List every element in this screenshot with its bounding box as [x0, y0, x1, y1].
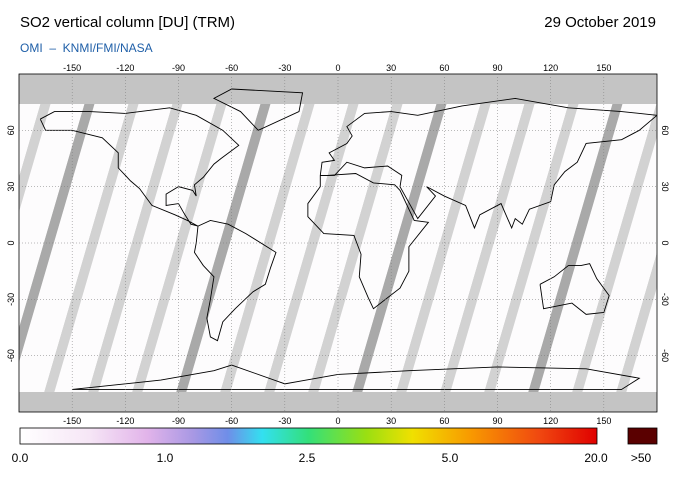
coastline [307, 173, 430, 310]
swath-gap [262, 92, 362, 400]
source: OMI – KNMI/FMI/NASA [20, 41, 153, 55]
colorbar-label: 20.0 [584, 451, 608, 465]
lon-tick-label-bottom: -90 [172, 416, 185, 426]
coastline [319, 97, 657, 230]
lon-tick-label-bottom: -30 [278, 416, 291, 426]
lon-tick-label-top: 60 [439, 63, 449, 73]
swath [140, 92, 264, 400]
swath-gap [306, 92, 406, 400]
swath [96, 92, 220, 400]
coastline [539, 263, 610, 315]
lat-tick-label-right: -30 [660, 293, 670, 306]
lon-tick-label-bottom: -60 [225, 416, 238, 426]
lat-tick-label-right: -60 [660, 349, 670, 362]
swath [492, 92, 616, 400]
swath [272, 92, 396, 400]
coastline [72, 364, 641, 390]
swath [448, 92, 572, 400]
swath [184, 92, 308, 400]
colorbar [19, 427, 598, 445]
colorbar-label: 5.0 [442, 451, 459, 465]
lon-tick-label-top: -90 [172, 63, 185, 73]
swath-gap [86, 92, 186, 400]
title: SO2 vertical column [DU] (TRM) [20, 14, 235, 31]
lon-tick-label-top: -150 [63, 63, 81, 73]
lon-tick-label-bottom: -120 [116, 416, 134, 426]
swath [536, 92, 657, 400]
swath-gap [350, 92, 450, 400]
swath [580, 136, 657, 400]
swath [19, 92, 132, 400]
lon-tick-label-top: -30 [278, 63, 291, 73]
swath-gap [570, 102, 657, 400]
swath-gap [394, 92, 494, 400]
lon-tick-label-top: 0 [335, 63, 340, 73]
lat-tick-label-right: 30 [660, 182, 670, 192]
colorbar-overflow-label: >50 [631, 451, 652, 465]
coastline [193, 219, 277, 342]
swath-gap [174, 92, 274, 400]
swath-gap [438, 92, 538, 400]
swath [52, 92, 176, 400]
lon-tick-label-top: 150 [596, 63, 611, 73]
lon-tick-label-bottom: 90 [492, 416, 502, 426]
lon-tick-label-top: 30 [386, 63, 396, 73]
lat-tick-label-right: 0 [660, 240, 670, 245]
lon-tick-label-top: -120 [116, 63, 134, 73]
swath-gap [218, 92, 318, 400]
lat-tick-label-left: 0 [6, 240, 16, 245]
lon-tick-label-top: -60 [225, 63, 238, 73]
lon-tick-label-top: 120 [543, 63, 558, 73]
lon-tick-label-bottom: 0 [335, 416, 340, 426]
lon-tick-label-top: 90 [492, 63, 502, 73]
swath-gap [130, 92, 230, 400]
lon-tick-label-bottom: 150 [596, 416, 611, 426]
swath [624, 287, 657, 400]
swath [316, 92, 440, 400]
colorbar-label: 1.0 [157, 451, 174, 465]
lon-tick-label-bottom: 60 [439, 416, 449, 426]
swath-gap [614, 252, 657, 400]
lat-tick-label-left: -60 [6, 349, 16, 362]
swath-gap [42, 92, 142, 400]
lat-tick-label-right: 60 [660, 125, 670, 135]
lon-tick-label-bottom: 30 [386, 416, 396, 426]
lon-tick-label-bottom: -150 [63, 416, 81, 426]
swath-gap [482, 92, 582, 400]
colorbar-label: 0.0 [12, 451, 29, 465]
date: 29 October 2019 [544, 14, 656, 31]
coastline [39, 107, 240, 227]
lat-tick-label-left: 30 [6, 182, 16, 192]
colorbar-overflow [627, 427, 658, 445]
lat-tick-label-left: 60 [6, 125, 16, 135]
lat-tick-label-left: -30 [6, 293, 16, 306]
colorbar-label: 2.5 [299, 451, 316, 465]
swath [404, 92, 528, 400]
lon-tick-label-bottom: 120 [543, 416, 558, 426]
swath-gap [526, 92, 626, 400]
